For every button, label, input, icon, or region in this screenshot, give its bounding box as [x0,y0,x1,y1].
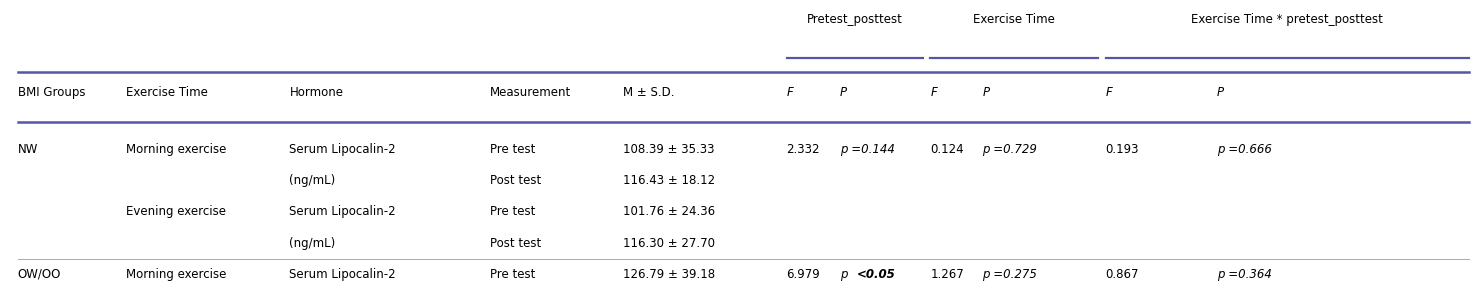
Text: Serum Lipocalin-2: Serum Lipocalin-2 [289,268,396,281]
Text: Measurement: Measurement [490,86,571,99]
Text: Pretest_posttest: Pretest_posttest [807,13,902,26]
Text: 116.43 ± 18.12: 116.43 ± 18.12 [623,174,715,187]
Text: Morning exercise: Morning exercise [126,143,227,156]
Text: (ng/mL): (ng/mL) [289,174,335,187]
Text: M ± S.D.: M ± S.D. [623,86,675,99]
Text: 0.193: 0.193 [1106,143,1140,156]
Text: P: P [1217,86,1224,99]
Text: p =0.275: p =0.275 [982,268,1037,281]
Text: Serum Lipocalin-2: Serum Lipocalin-2 [289,143,396,156]
Text: 1.267: 1.267 [930,268,965,281]
Text: Evening exercise: Evening exercise [126,205,226,219]
Text: Pre test: Pre test [490,205,536,219]
Text: 116.30 ± 27.70: 116.30 ± 27.70 [623,236,715,250]
Text: F: F [930,86,938,99]
Text: (ng/mL): (ng/mL) [289,236,335,250]
Text: Exercise Time: Exercise Time [974,13,1055,26]
Text: Serum Lipocalin-2: Serum Lipocalin-2 [289,205,396,219]
Text: Post test: Post test [490,174,542,187]
Text: p =0.666: p =0.666 [1217,143,1272,156]
Text: 108.39 ± 35.33: 108.39 ± 35.33 [623,143,715,156]
Text: p =0.364: p =0.364 [1217,268,1272,281]
Text: Hormone: Hormone [289,86,343,99]
Text: <0.05: <0.05 [856,268,895,281]
Text: Exercise Time * pretest_posttest: Exercise Time * pretest_posttest [1192,13,1383,26]
Text: Pre test: Pre test [490,143,536,156]
Text: p: p [840,268,852,281]
Text: Exercise Time: Exercise Time [126,86,208,99]
Text: P: P [982,86,990,99]
Text: 6.979: 6.979 [787,268,821,281]
Text: F: F [1106,86,1113,99]
Text: Pre test: Pre test [490,268,536,281]
Text: p =0.144: p =0.144 [840,143,895,156]
Text: NW: NW [18,143,39,156]
Text: p =0.729: p =0.729 [982,143,1037,156]
Text: Morning exercise: Morning exercise [126,268,227,281]
Text: P: P [840,86,847,99]
Text: 0.867: 0.867 [1106,268,1140,281]
Text: F: F [787,86,794,99]
Text: 101.76 ± 24.36: 101.76 ± 24.36 [623,205,715,219]
Text: 126.79 ± 39.18: 126.79 ± 39.18 [623,268,715,281]
Text: BMI Groups: BMI Groups [18,86,85,99]
Text: 0.124: 0.124 [930,143,965,156]
Text: OW/OO: OW/OO [18,268,61,281]
Text: 2.332: 2.332 [787,143,821,156]
Text: Post test: Post test [490,236,542,250]
